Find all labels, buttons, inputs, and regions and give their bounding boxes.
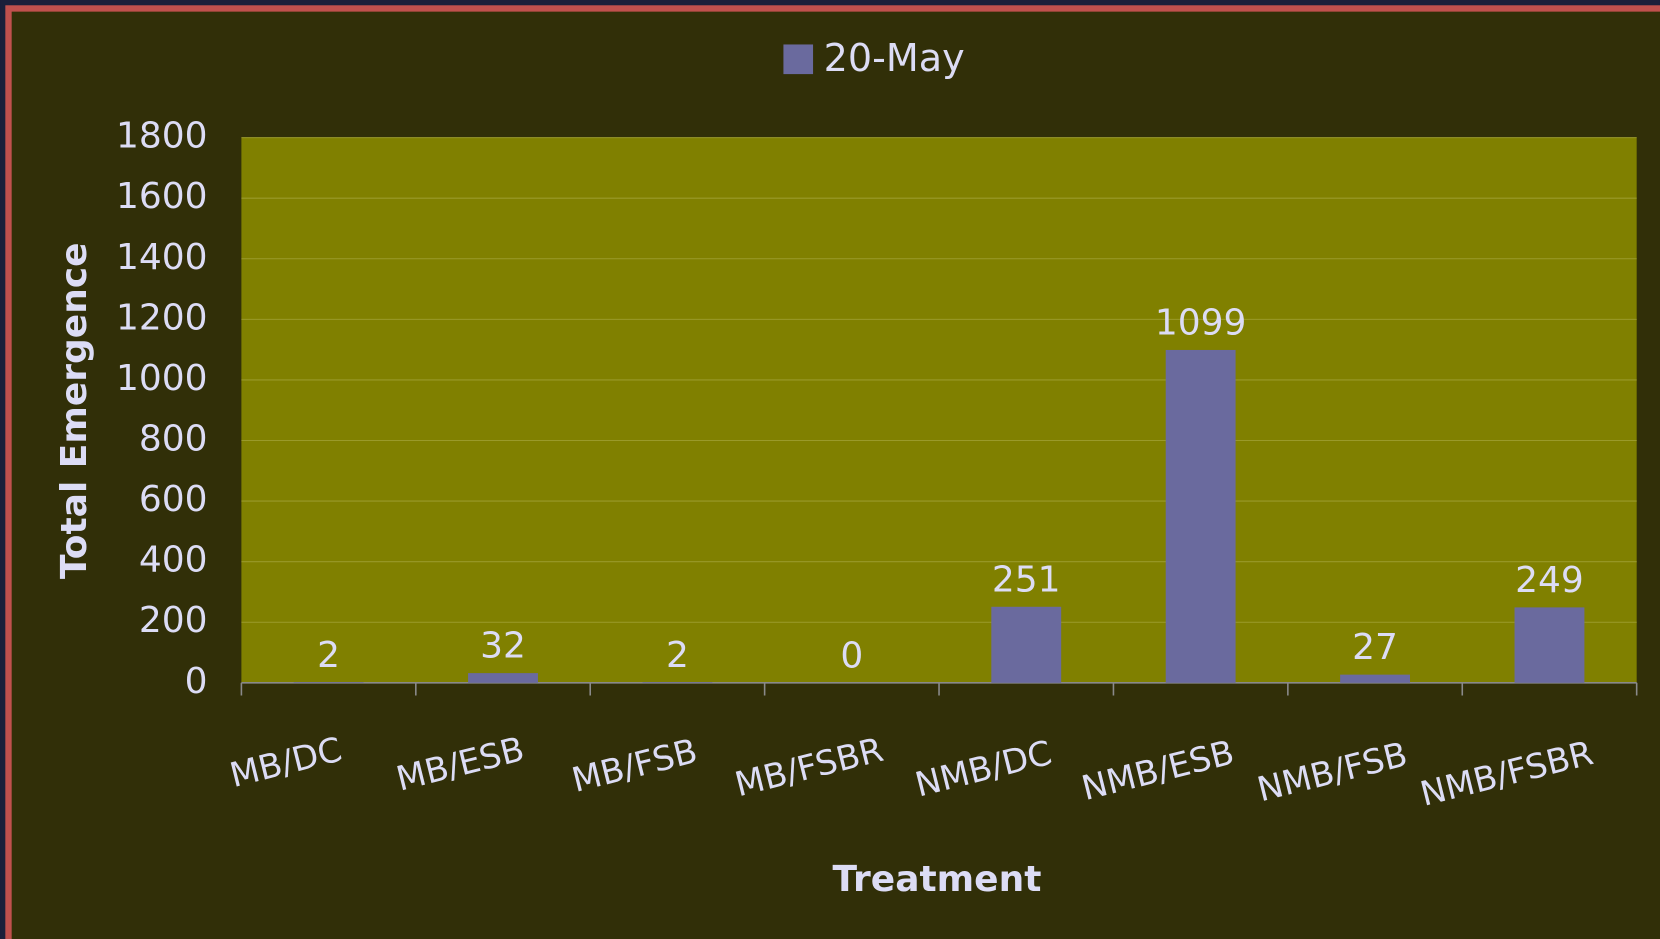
y-tick-label: 200 (139, 600, 208, 641)
data-label: 251 (992, 559, 1061, 600)
y-tick-label: 1200 (116, 297, 208, 338)
bar (1340, 674, 1410, 683)
plot-area (241, 137, 1637, 683)
y-tick-label: 0 (185, 661, 208, 702)
data-label: 2 (317, 635, 340, 676)
y-tick-label: 600 (139, 479, 208, 520)
bar (468, 673, 538, 683)
bar (991, 606, 1062, 683)
y-axis-title: Total Emergence (54, 242, 95, 579)
data-label: 2 (666, 635, 689, 676)
x-axis-title: Treatment (832, 859, 1041, 900)
y-tick-label: 800 (139, 419, 208, 460)
data-label: 1099 (1155, 303, 1247, 344)
bar (642, 682, 713, 683)
legend-label: 20-May (824, 36, 965, 80)
legend-swatch (783, 44, 814, 75)
data-label: 249 (1515, 560, 1584, 601)
y-tick-label: 1800 (116, 116, 208, 157)
bar (293, 682, 364, 683)
data-label: 32 (480, 626, 526, 667)
data-label: 27 (1352, 627, 1398, 668)
y-tick-label: 1600 (116, 176, 208, 217)
y-tick-label: 1000 (116, 358, 208, 399)
bar (1165, 349, 1236, 683)
y-tick-label: 400 (139, 540, 208, 581)
bar (1514, 607, 1585, 683)
data-label: 0 (840, 635, 863, 676)
y-tick-label: 1400 (116, 237, 208, 278)
